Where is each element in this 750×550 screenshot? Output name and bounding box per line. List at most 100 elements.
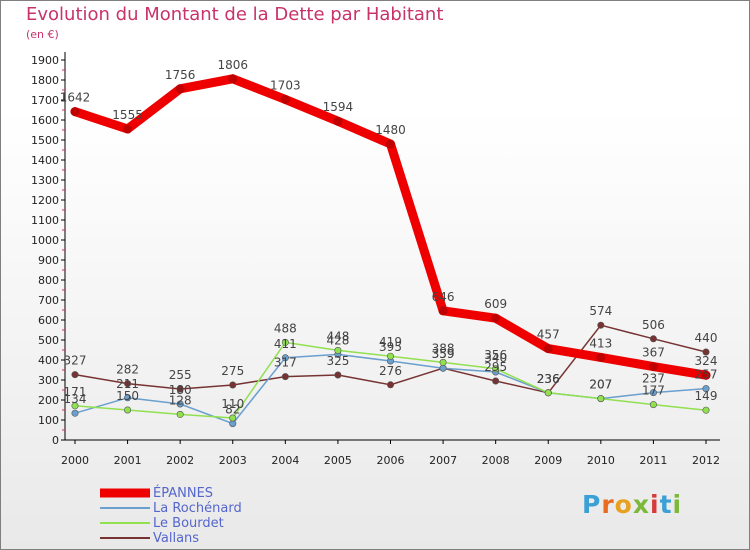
data-point-2	[597, 395, 605, 403]
data-point-0	[123, 124, 133, 134]
data-point-0	[596, 352, 606, 362]
y-tick-label: 600	[38, 314, 59, 327]
x-tick-label: 2002	[166, 454, 194, 467]
logo-letter: P	[582, 490, 602, 519]
data-label: 457	[537, 328, 560, 342]
logo-letter: i	[650, 490, 660, 519]
data-point-0	[648, 362, 658, 372]
data-label: 1756	[165, 68, 196, 82]
data-point-2	[281, 338, 289, 346]
data-label: 340	[484, 351, 507, 365]
data-point-3	[71, 371, 79, 379]
legend-label: Le Bourdet	[153, 516, 224, 531]
data-label: 1806	[217, 58, 248, 72]
data-point-3	[334, 371, 342, 379]
data-label: 609	[484, 297, 507, 311]
data-point-2	[702, 406, 710, 414]
data-point-3	[281, 373, 289, 381]
logo-letter: i	[672, 490, 683, 519]
chart-axes: 0 100 200 300 400 500 600 700 800 900 1000 1100 1200…	[31, 52, 720, 467]
data-point-3	[702, 348, 710, 356]
data-label: 150	[116, 389, 139, 403]
data-point-3	[176, 385, 184, 393]
data-point-3	[386, 381, 394, 389]
data-point-3	[649, 335, 657, 343]
data-point-3	[124, 380, 132, 388]
legend-swatch	[100, 488, 150, 498]
data-point-2	[176, 410, 184, 418]
data-label: 275	[221, 364, 244, 378]
data-point-2	[544, 389, 552, 397]
logo-letter: x	[632, 490, 650, 519]
data-label: 413	[589, 336, 612, 350]
data-label: 1480	[375, 123, 406, 137]
data-label: 236	[537, 372, 560, 386]
data-label: 282	[116, 363, 139, 377]
y-tick-label: 500	[38, 334, 59, 347]
data-point-0	[543, 344, 553, 354]
data-label: 295	[484, 360, 507, 374]
x-tick-label: 2008	[482, 454, 510, 467]
data-label: 207	[589, 378, 612, 392]
data-label: 207	[589, 378, 612, 392]
x-tick-label: 2001	[114, 454, 142, 467]
data-label: 324	[695, 354, 718, 368]
data-label: 255	[169, 368, 192, 382]
data-label: 388	[432, 341, 455, 355]
data-label: 211	[116, 377, 139, 391]
data-point-3	[229, 381, 237, 389]
y-tick-label: 1300	[31, 174, 59, 187]
legend-label: La Rochénard	[153, 501, 242, 516]
y-tick-label: 1500	[31, 134, 59, 147]
x-tick-label: 2009	[534, 454, 562, 467]
data-point-0	[491, 313, 501, 323]
data-point-0	[175, 84, 185, 94]
data-point-2	[649, 401, 657, 409]
x-tick-label: 2010	[587, 454, 615, 467]
data-point-1	[702, 385, 710, 393]
data-point-0	[701, 370, 711, 380]
y-tick-label: 1600	[31, 114, 59, 127]
data-label: 574	[589, 304, 612, 318]
data-point-0	[333, 116, 343, 126]
data-point-0	[438, 306, 448, 316]
data-label: 488	[274, 321, 297, 335]
data-point-1	[176, 400, 184, 408]
y-tick-label: 1700	[31, 94, 59, 107]
data-point-0	[386, 139, 395, 149]
legend-swatch	[100, 537, 150, 539]
data-label: 356	[484, 348, 507, 362]
data-label: 1703	[270, 78, 301, 92]
data-label: 428	[326, 333, 349, 347]
x-tick-label: 2003	[219, 454, 247, 467]
data-label: 128	[169, 393, 192, 407]
logo-letter: t	[659, 490, 673, 519]
data-label: 276	[379, 364, 402, 378]
x-tick-label: 2007	[429, 454, 457, 467]
data-label: 237	[642, 372, 665, 386]
data-label: 236	[537, 372, 560, 386]
x-tick-label: 2000	[61, 454, 89, 467]
y-tick-label: 1400	[31, 154, 59, 167]
y-tick-label: 700	[38, 294, 59, 307]
data-label: 82	[225, 403, 240, 417]
data-label: 506	[642, 318, 665, 332]
chart-subtitle: (en €)	[26, 28, 59, 41]
legend-label: ÉPANNES	[153, 486, 214, 501]
data-point-0	[70, 107, 80, 117]
data-point-2	[492, 365, 500, 373]
chart-title: Evolution du Montant de la Dette par Hab…	[26, 4, 444, 25]
data-label: 325	[326, 354, 349, 368]
data-label: 317	[274, 356, 297, 370]
data-point-1	[649, 389, 657, 397]
x-tick-label: 2006	[377, 454, 405, 467]
data-labels: 1642 1555 1756 1806 1703 1594 1480 646 609 457 413…	[60, 58, 718, 417]
data-point-1	[124, 394, 132, 402]
data-label: 367	[642, 346, 665, 360]
data-label: 134	[64, 392, 87, 406]
data-point-2	[334, 346, 342, 354]
data-label: 646	[432, 290, 455, 304]
x-tick-label: 2004	[271, 454, 299, 467]
x-tick-label: 2005	[324, 454, 352, 467]
